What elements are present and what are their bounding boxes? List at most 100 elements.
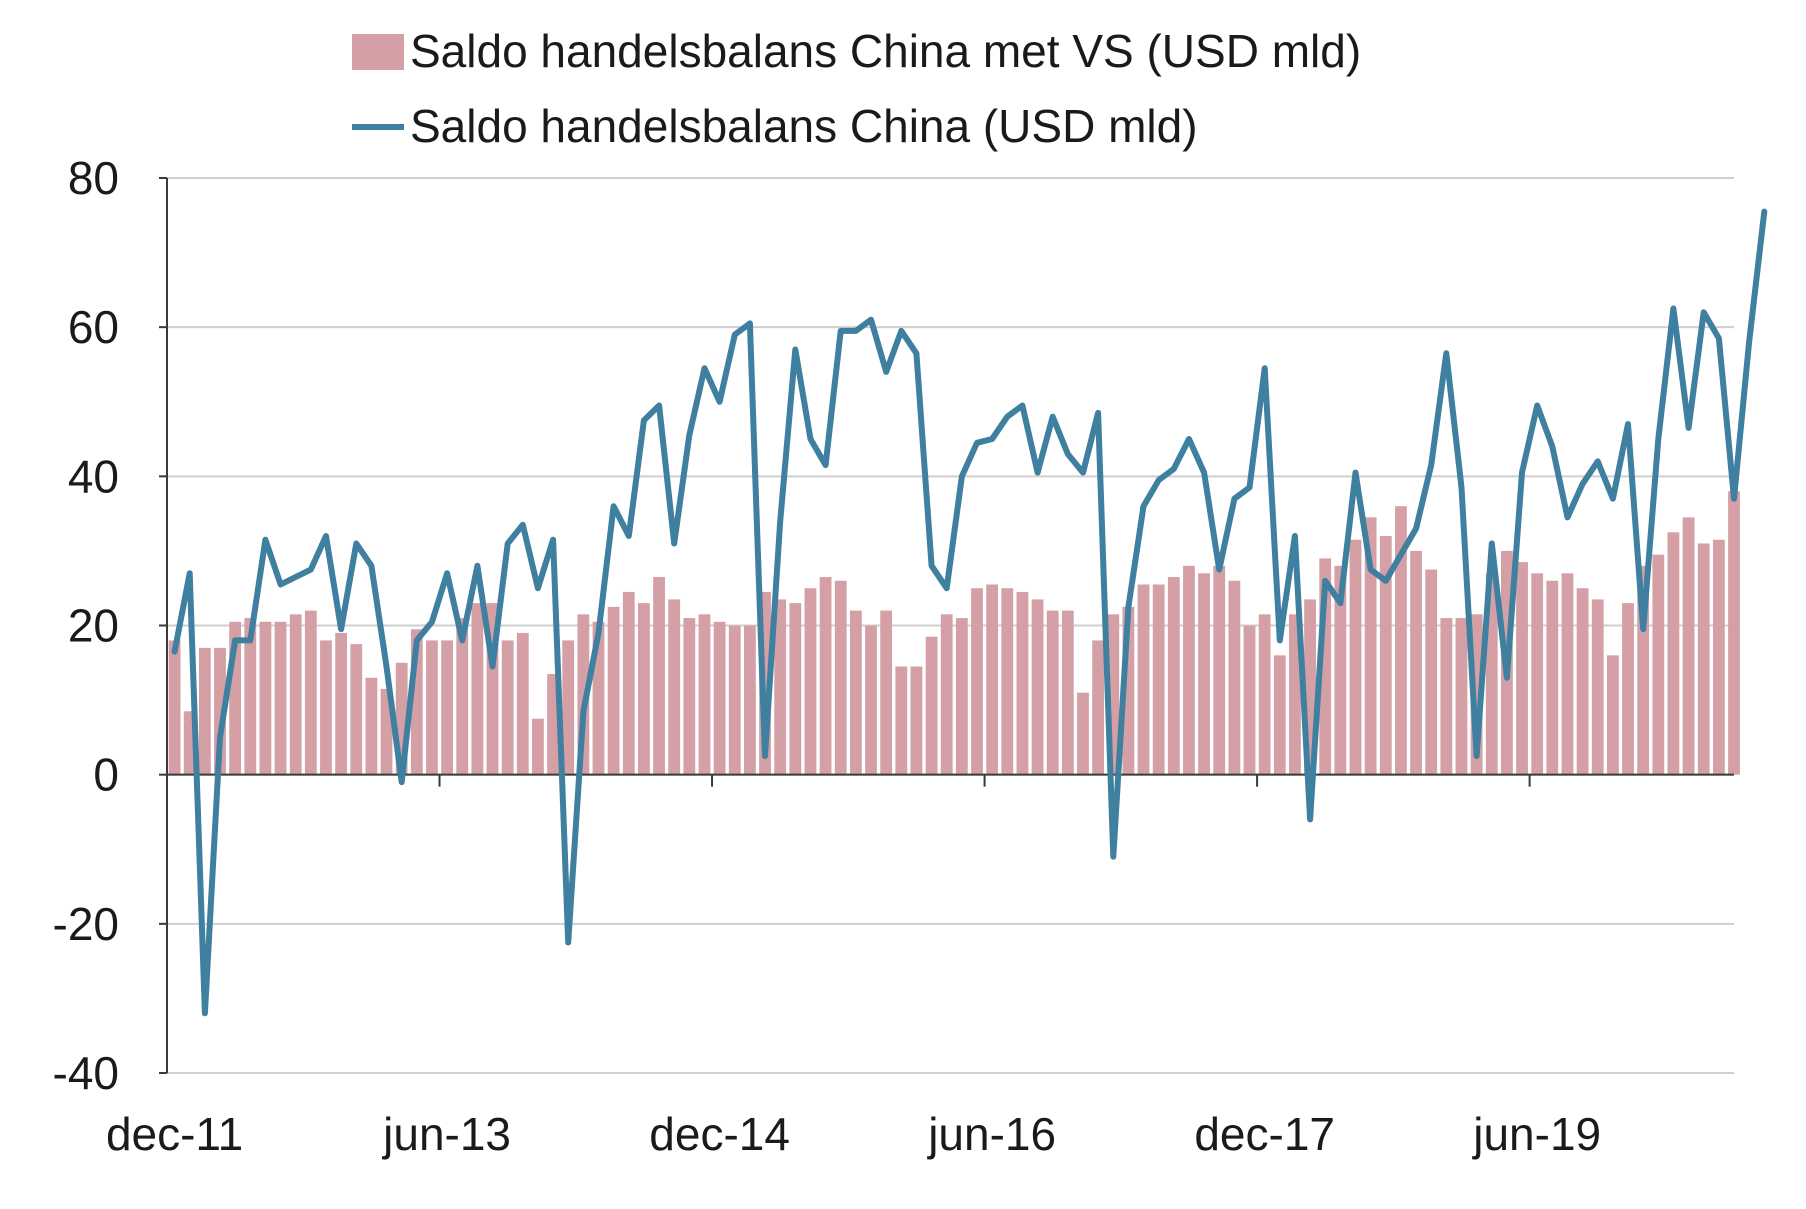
bar [198,647,211,775]
bar [910,666,923,775]
bar [607,606,620,775]
x-tick-label: dec-17 [1194,1108,1335,1160]
bar [743,625,756,775]
bar [1289,614,1301,775]
x-axis-ticks: dec-11 jun-13 dec-14 jun-16 dec-17 jun-19 [106,774,1601,1160]
bar-series [168,491,1740,775]
bar [1576,588,1589,775]
bar [274,621,287,775]
bar [1425,569,1438,775]
bar [168,640,181,775]
bar [895,666,908,775]
bar [1455,618,1468,775]
bar [410,629,423,775]
x-tick-label: jun-19 [1471,1108,1601,1160]
bar [1728,491,1740,775]
bar [1712,539,1725,775]
bar [304,610,317,775]
bar [728,625,741,775]
bar [1213,565,1226,775]
legend-swatch-bar [352,34,404,70]
bar [925,636,938,775]
bar [1001,588,1014,775]
bar [1349,539,1362,775]
bar [1561,573,1574,775]
bar [592,621,605,775]
bar [1440,618,1453,775]
bar [577,614,590,775]
y-tick-label: -40 [53,1047,119,1099]
legend-label-line: Saldo handelsbalans China (USD mld) [410,100,1198,152]
bar [1334,565,1347,775]
bar [683,618,696,775]
bar [214,647,226,775]
bar [638,603,650,775]
bar [1183,565,1195,775]
bar [668,599,681,775]
bar [849,610,862,775]
bar [1046,610,1059,775]
y-axis-ticks: -40 -20 0 20 40 60 80 [53,152,167,1099]
bar [350,644,363,775]
bar [1319,558,1332,775]
bar [516,632,529,775]
bar [229,621,242,775]
bar [1092,640,1105,775]
y-tick-label: 40 [68,450,119,502]
bar [441,640,453,775]
y-tick-label: -20 [53,898,119,950]
bar [789,603,802,775]
line-series [171,208,1768,1017]
bar [320,640,332,775]
bar [1198,573,1211,775]
bar [804,588,817,775]
bar [986,584,999,775]
bar [183,711,196,775]
bar [289,614,302,775]
bar [426,640,438,775]
bar [501,640,514,775]
bar [1031,599,1044,775]
x-tick-label: jun-13 [381,1108,511,1160]
bar [1697,543,1710,775]
legend-label-bar: Saldo handelsbalans China met VS (USD ml… [410,25,1361,77]
x-tick-label: dec-14 [649,1108,790,1160]
x-tick-label: dec-11 [106,1108,243,1160]
bar [1470,614,1483,775]
bar [1591,599,1604,775]
bar [698,614,711,775]
bar [1410,550,1422,775]
y-tick-label: 60 [68,301,119,353]
bar [1258,614,1271,775]
bar [971,588,983,775]
bar [244,618,257,775]
bar [955,618,968,775]
bar [1516,562,1528,775]
bar [1667,532,1680,775]
x-tick-label: jun-16 [926,1108,1056,1160]
bar [1682,517,1695,775]
bar [1652,554,1665,775]
bar [259,621,272,775]
bar [486,603,499,775]
bar [1364,517,1377,775]
bar [1637,565,1650,775]
y-tick-label: 80 [68,152,119,204]
bar [380,688,393,775]
bar [1531,573,1544,775]
bar [1122,606,1135,775]
bar [1152,584,1165,775]
bar [819,577,832,775]
bar [940,614,953,775]
bar [1016,591,1029,775]
bar [1061,610,1074,775]
bar [1273,655,1286,775]
y-tick-label: 20 [68,600,119,652]
bar [713,621,726,775]
bar [1379,536,1392,775]
bar [622,591,635,775]
y-tick-label: 0 [93,749,119,801]
bar [653,577,665,775]
bar [547,673,559,775]
